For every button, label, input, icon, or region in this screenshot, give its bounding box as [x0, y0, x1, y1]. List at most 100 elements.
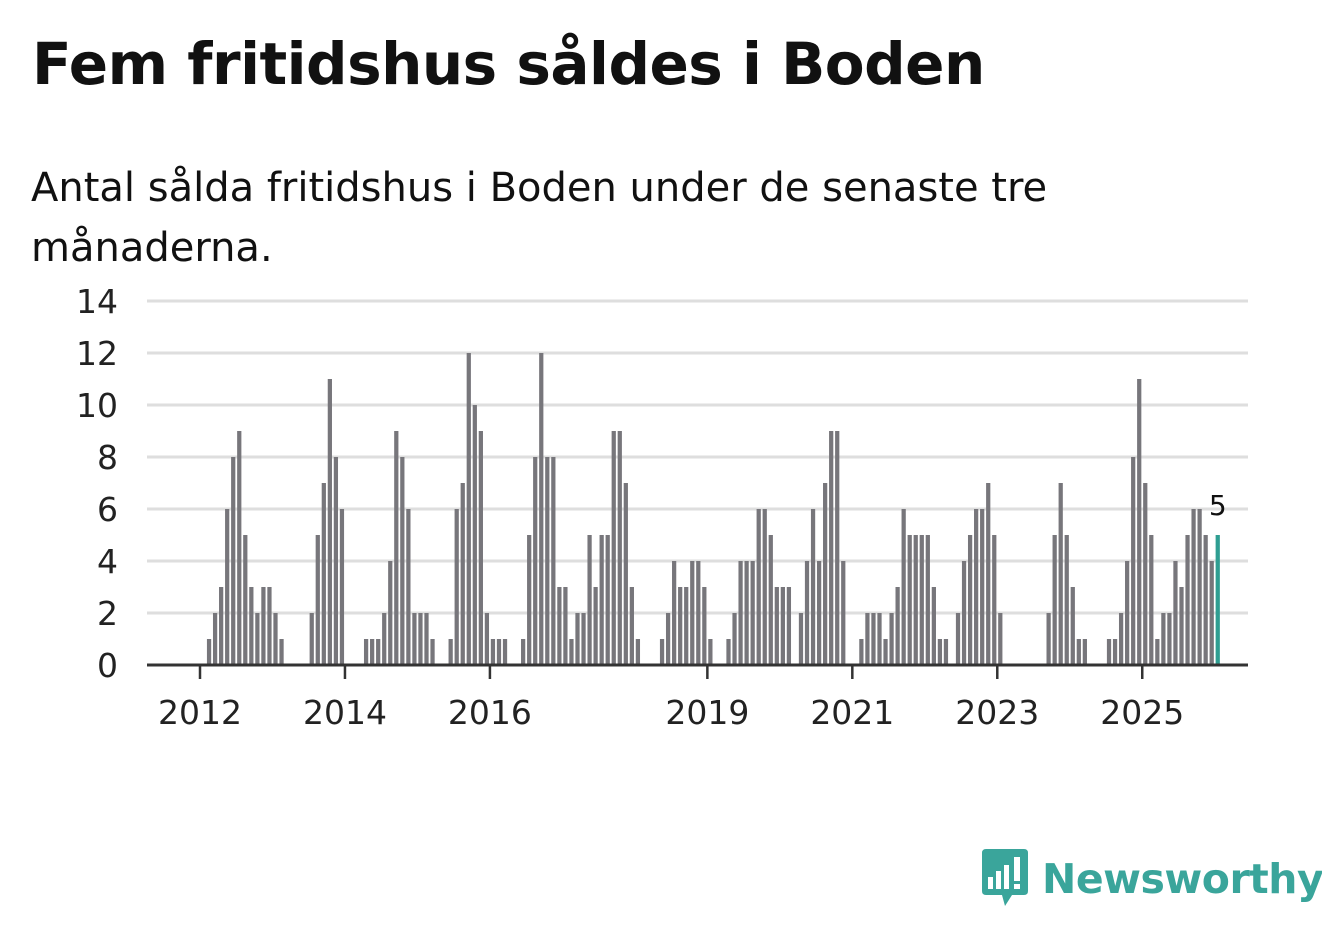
bar	[907, 535, 912, 665]
bar-latest	[1215, 535, 1220, 665]
bar	[961, 561, 967, 665]
bar	[943, 639, 949, 665]
bar	[339, 509, 345, 665]
bar	[913, 535, 918, 665]
bar	[273, 613, 278, 665]
bar	[563, 587, 568, 665]
bar	[744, 561, 749, 665]
bar	[309, 613, 314, 665]
y-tick-label: 14	[76, 282, 118, 321]
bar	[527, 535, 532, 665]
bar	[521, 639, 526, 665]
bar	[454, 509, 459, 665]
bar	[382, 613, 387, 665]
bar	[708, 639, 713, 665]
bar	[865, 613, 870, 665]
y-tick-label: 10	[76, 386, 118, 425]
bar	[1118, 613, 1124, 665]
x-tick-label: 2014	[303, 693, 387, 732]
bar	[551, 457, 556, 665]
bar	[678, 587, 683, 665]
bar	[841, 561, 846, 665]
bar	[992, 535, 997, 665]
bar	[315, 535, 320, 665]
bar	[919, 535, 924, 665]
y-tick-label: 0	[97, 646, 118, 685]
y-tick-label: 8	[97, 438, 118, 477]
x-axis: 2012 2014 2016 2019 2021 2023 2025	[147, 663, 1248, 732]
bar	[394, 431, 399, 665]
bar	[756, 509, 761, 665]
bar	[1197, 509, 1202, 665]
latest-value-label: 5	[1209, 489, 1227, 522]
newsworthy-logo: Newsworthy	[980, 848, 1322, 910]
bar	[581, 613, 586, 665]
bar	[1125, 561, 1130, 665]
bar	[702, 587, 707, 665]
x-tick-label: 2025	[1100, 693, 1184, 732]
bar	[206, 639, 212, 665]
bar	[1203, 535, 1208, 665]
bar	[986, 483, 991, 665]
bar	[804, 561, 810, 665]
bar	[418, 613, 423, 665]
bar	[533, 457, 538, 665]
bar	[780, 587, 785, 665]
bar	[810, 509, 816, 665]
chart-subtitle: Antal sålda fritidshus i Boden under de …	[31, 165, 1048, 271]
bar	[629, 587, 634, 665]
bar	[1191, 509, 1196, 665]
bar	[623, 483, 628, 665]
bar	[829, 431, 834, 665]
bar	[1161, 613, 1166, 665]
bar	[1070, 587, 1075, 665]
bar	[605, 535, 610, 665]
bar	[635, 639, 641, 665]
bar	[539, 353, 544, 665]
bar	[617, 431, 622, 665]
bar	[974, 509, 979, 665]
x-tick-label: 2016	[448, 693, 532, 732]
bar	[424, 613, 429, 665]
bar	[611, 431, 616, 665]
bar	[726, 639, 731, 665]
bar	[823, 483, 828, 665]
bar	[889, 613, 894, 665]
bar	[430, 639, 435, 665]
bar	[412, 613, 417, 665]
bar	[249, 587, 254, 665]
bar	[816, 561, 822, 665]
bar	[490, 639, 496, 665]
bar	[219, 587, 224, 665]
bar	[557, 587, 562, 665]
bar	[1052, 535, 1057, 665]
bar	[871, 613, 876, 665]
bar	[1112, 639, 1118, 665]
bar	[1131, 457, 1136, 665]
bar	[376, 639, 381, 665]
bar	[672, 561, 677, 665]
bar	[406, 509, 411, 665]
y-tick-label: 12	[76, 334, 118, 373]
bar	[599, 535, 604, 665]
bar	[448, 639, 453, 665]
bar	[237, 431, 242, 665]
bar	[937, 639, 943, 665]
bar	[931, 587, 936, 665]
bar	[400, 457, 405, 665]
bar	[327, 379, 332, 665]
bar	[1185, 535, 1190, 665]
bar	[267, 587, 272, 665]
bar	[1058, 483, 1063, 665]
bar	[1143, 483, 1148, 665]
y-tick-label: 2	[97, 594, 118, 633]
bar	[231, 457, 236, 665]
bar	[1064, 535, 1069, 665]
bar	[768, 535, 773, 665]
bar	[496, 639, 502, 665]
bar	[665, 613, 671, 665]
bar	[1046, 613, 1051, 665]
bar	[388, 561, 393, 665]
bar	[225, 509, 230, 665]
